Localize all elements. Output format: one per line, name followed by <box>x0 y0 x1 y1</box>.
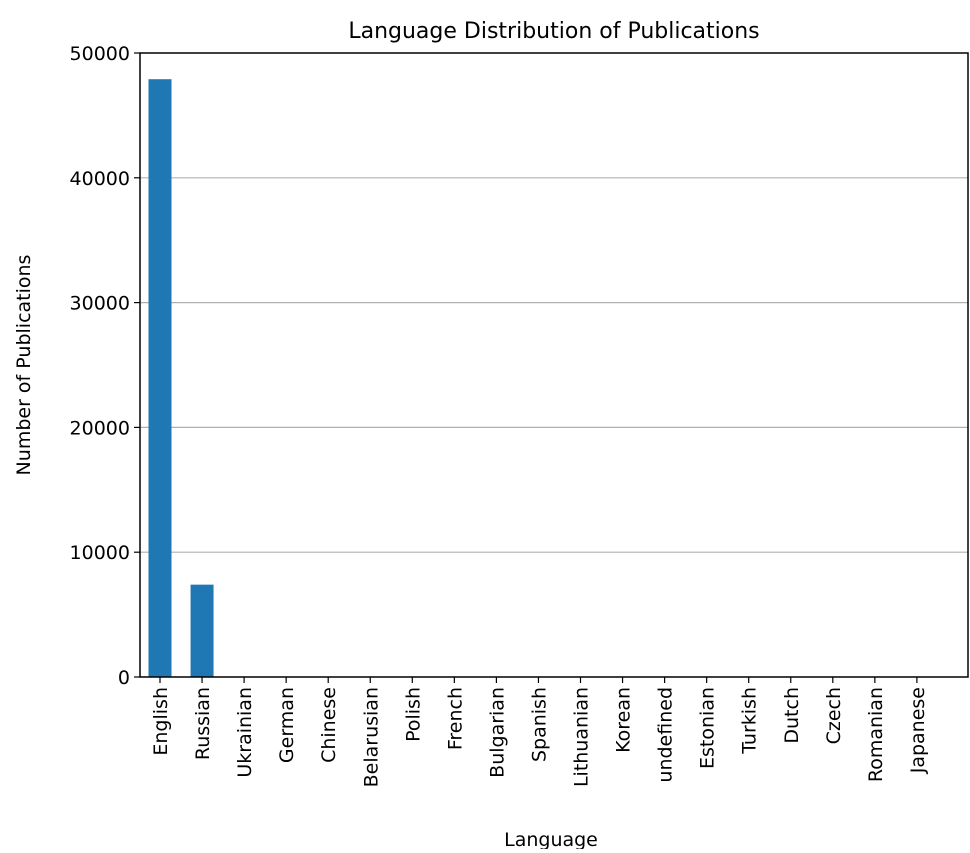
x-tick-label: Romanian <box>865 687 887 782</box>
y-tick-label: 0 <box>118 667 130 689</box>
x-tick-label: Ukrainian <box>234 687 256 778</box>
x-tick-label: Russian <box>192 687 214 760</box>
y-tick-label: 20000 <box>70 417 130 439</box>
x-tick-label: Bulgarian <box>486 687 508 778</box>
x-tick-label: Korean <box>613 687 635 753</box>
x-tick-label: English <box>150 687 172 756</box>
x-tick-label: Dutch <box>781 687 803 744</box>
x-tick-label: Lithuanian <box>571 687 593 787</box>
x-tick-label: Polish <box>402 687 424 742</box>
x-tick-label: undefined <box>655 687 677 783</box>
x-tick-label: Czech <box>823 687 845 744</box>
y-tick-label: 10000 <box>70 542 130 564</box>
y-tick-label: 40000 <box>70 168 130 190</box>
y-axis-label: Number of Publications <box>13 255 35 476</box>
bar-english <box>149 79 172 677</box>
x-tick-label: Chinese <box>318 687 340 763</box>
x-tick-label: Spanish <box>528 687 550 762</box>
x-tick-label: Estonian <box>697 687 719 769</box>
x-tick-label: Turkish <box>739 687 761 755</box>
x-axis-label: Language <box>504 829 598 849</box>
y-tick-label: 50000 <box>70 43 130 65</box>
bar-russian <box>191 585 214 677</box>
x-tick-label: Belarusian <box>360 687 382 787</box>
y-tick-label: 30000 <box>70 293 130 315</box>
x-tick-label: Japanese <box>907 687 929 774</box>
x-tick-label: French <box>444 687 466 750</box>
chart-title: Language Distribution of Publications <box>348 19 759 44</box>
x-tick-label: German <box>276 687 298 763</box>
